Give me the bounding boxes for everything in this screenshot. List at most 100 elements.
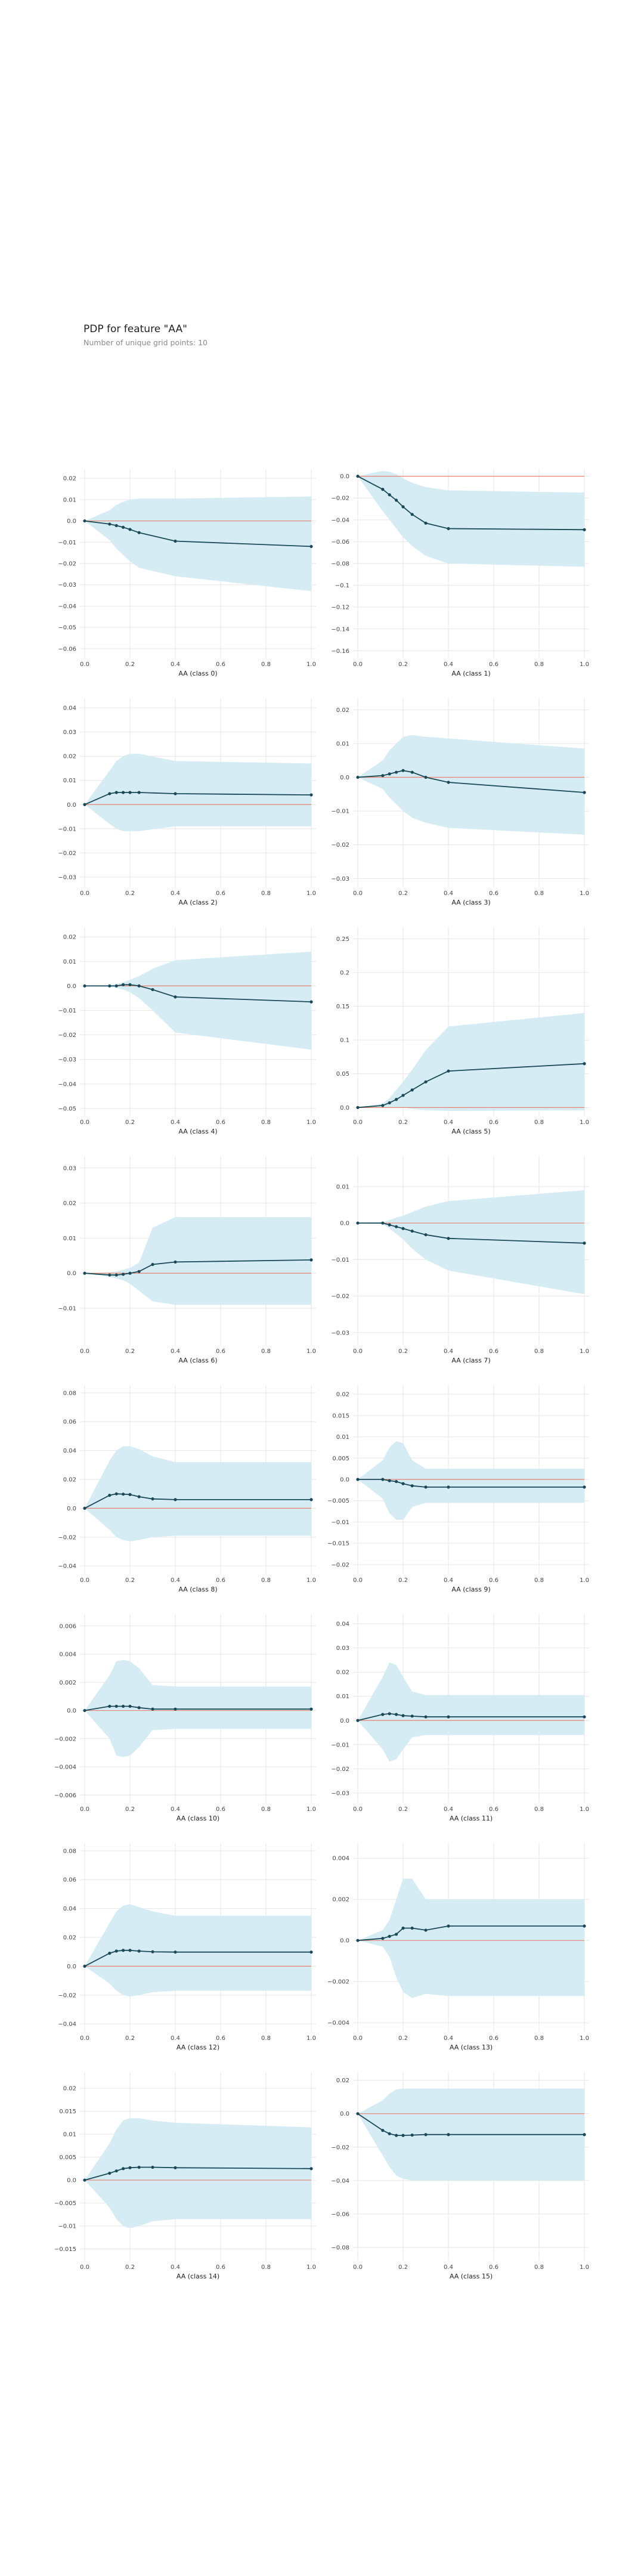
x-tick-label: 0.2 (125, 890, 135, 897)
x-tick-label: 1.0 (580, 1119, 589, 1126)
pdp-point (401, 1094, 405, 1097)
confidence-band (358, 735, 584, 835)
y-tick-label: −0.05 (58, 625, 76, 631)
y-tick-label: 0.0 (67, 1708, 76, 1714)
x-tick-label: 0.6 (489, 1577, 499, 1584)
y-tick-label: −0.02 (331, 2144, 349, 2151)
confidence-band (358, 1878, 584, 1998)
y-tick-label: 0.03 (63, 729, 76, 736)
pdp-point (128, 1271, 132, 1275)
pdp-point (424, 775, 428, 779)
pdp-point (114, 984, 118, 988)
pdp-point (447, 527, 450, 531)
pdp-point (122, 1949, 125, 1952)
x-tick-label: 0.6 (489, 2035, 499, 2042)
pdp-point (128, 1949, 132, 1952)
x-tick-label: 0.8 (261, 2264, 271, 2271)
pdp-point (309, 1258, 313, 1262)
y-tick-label: 0.002 (59, 1680, 76, 1686)
x-tick-label: 0.8 (261, 1806, 271, 1813)
y-tick-label: −0.01 (331, 1742, 349, 1748)
y-tick-label: 0.015 (332, 1413, 349, 1419)
y-tick-label: 0.01 (63, 2132, 76, 2138)
y-tick-label: 0.004 (59, 1652, 76, 1658)
pdp-point (395, 770, 398, 774)
x-tick-label: 0.0 (353, 1348, 363, 1355)
x-tick-label: 0.6 (216, 1348, 225, 1355)
pdp-point (128, 528, 132, 531)
confidence-band (85, 754, 311, 831)
y-tick-label: −0.1 (335, 583, 349, 589)
subplot: 0.02 0.01 0.0 −0.01 −0.02 −0.03 −0.04 −0.05 −0.0… (58, 469, 316, 677)
pdp-point (395, 499, 398, 502)
pdp-point (381, 488, 385, 491)
pdp-point (424, 521, 428, 525)
pdp-point (395, 1713, 398, 1716)
x-axis-label: AA (class 8) (178, 1586, 217, 1593)
x-tick-label: 0.4 (444, 1348, 453, 1355)
x-tick-label: 0.4 (444, 661, 453, 668)
x-axis-label: AA (class 15) (450, 2272, 493, 2280)
y-tick-label: 0.01 (336, 1184, 349, 1190)
pdp-point (151, 1262, 154, 1267)
pdp-point (583, 1924, 586, 1928)
y-tick-label: 0.02 (336, 1392, 349, 1398)
x-tick-label: 0.8 (534, 1577, 544, 1584)
y-tick-label: −0.04 (331, 2178, 349, 2184)
x-tick-label: 0.4 (171, 1119, 180, 1126)
pdp-point (381, 774, 385, 778)
pdp-point (356, 1719, 360, 1722)
x-tick-label: 0.6 (489, 1348, 499, 1355)
y-tick-label: −0.14 (331, 626, 349, 633)
y-tick-label: −0.06 (58, 646, 76, 652)
pdp-point (395, 1225, 398, 1228)
page-title: PDP for feature "AA" (83, 323, 187, 335)
pdp-point (356, 775, 360, 779)
x-tick-label: 0.4 (444, 2035, 453, 2042)
y-tick-label: 0.0 (67, 518, 76, 525)
x-tick-label: 0.6 (216, 1577, 225, 1584)
x-axis-label: AA (class 6) (178, 1357, 217, 1364)
pdp-point (151, 1707, 154, 1711)
subplot: 0.02 0.015 0.01 0.005 0.0 −0.005 −0.01 −0.015 0.… (54, 2072, 316, 2280)
subplot: 0.02 0.01 0.0 −0.01 −0.02 −0.03 −0.04 −0.05 0.0 0… (58, 927, 316, 1135)
y-tick-label: 0.004 (332, 1856, 349, 1862)
subplot: 0.02 0.0 −0.02 −0.04 −0.06 −0.08 0.0 0.2 0.4 0.6 0… (331, 2072, 589, 2280)
pdp-point (137, 2165, 141, 2169)
pdp-point (83, 803, 86, 806)
pdp-point (128, 791, 132, 794)
y-tick-label: 0.006 (59, 1623, 76, 1630)
y-tick-label: −0.01 (58, 826, 76, 832)
confidence-band (358, 470, 584, 567)
x-tick-label: 0.2 (125, 2035, 135, 2042)
y-tick-label: 0.06 (63, 1877, 76, 1884)
x-tick-label: 0.4 (444, 2264, 453, 2271)
pdp-point (388, 772, 391, 776)
pdp-point (83, 1271, 86, 1275)
x-tick-label: 0.4 (444, 1119, 453, 1126)
y-tick-label: −0.03 (331, 876, 349, 883)
y-tick-label: 0.02 (63, 934, 76, 941)
x-tick-label: 0.2 (398, 1577, 408, 1584)
pdp-point (108, 1952, 112, 1955)
pdp-point (114, 1949, 118, 1953)
x-tick-label: 0.6 (489, 890, 499, 897)
pdp-point (356, 1478, 360, 1481)
x-tick-label: 0.8 (534, 1119, 544, 1126)
x-axis-label: AA (class 2) (178, 899, 217, 906)
pdp-point (83, 984, 86, 988)
y-tick-label: −0.02 (58, 1534, 76, 1541)
x-tick-label: 0.8 (534, 2035, 544, 2042)
pdp-point (356, 475, 360, 478)
x-tick-label: 0.6 (489, 661, 499, 668)
pdp-point (410, 1229, 414, 1233)
y-tick-label: −0.02 (331, 842, 349, 849)
x-tick-label: 0.4 (171, 2264, 180, 2271)
pdp-point (381, 1221, 385, 1225)
x-tick-label: 0.8 (534, 2264, 544, 2271)
pdp-point (401, 1714, 405, 1717)
x-tick-label: 1.0 (306, 661, 316, 668)
y-tick-label: 0.03 (63, 1165, 76, 1172)
pdp-point (424, 1233, 428, 1237)
